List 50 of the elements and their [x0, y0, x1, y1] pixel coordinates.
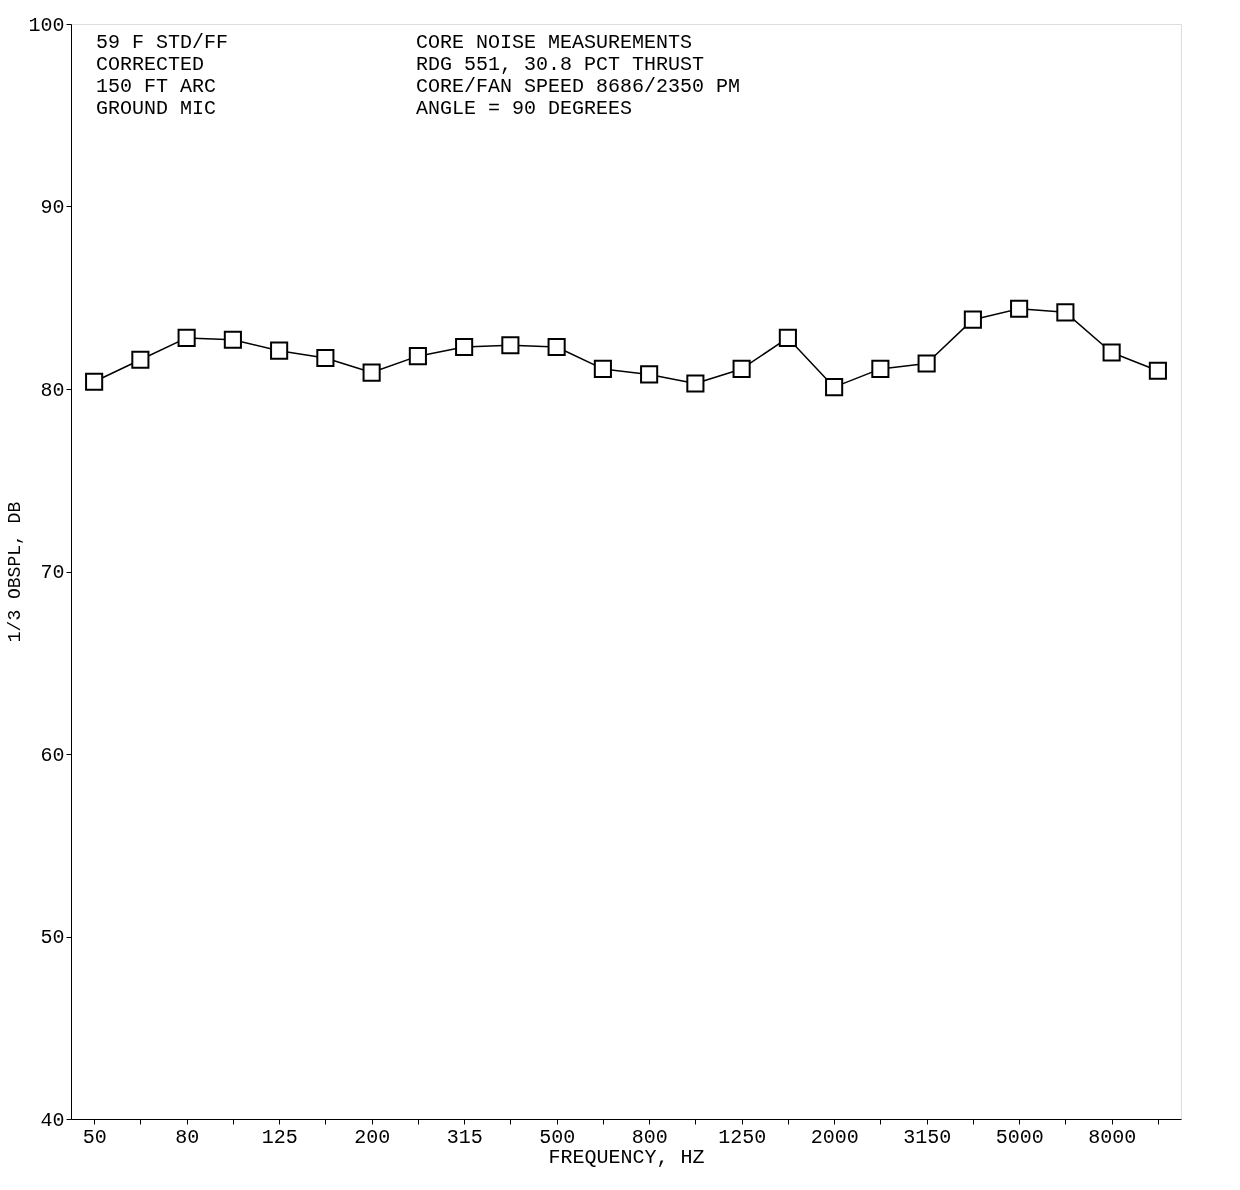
y-axis-title: 1/3 OBSPL, DB — [5, 501, 26, 643]
point — [871, 359, 890, 378]
point — [825, 378, 844, 397]
point — [316, 348, 335, 368]
point — [593, 359, 612, 378]
point — [408, 347, 427, 366]
point — [455, 337, 474, 357]
y-tick-label: 80 — [40, 378, 65, 402]
point — [778, 328, 797, 347]
point — [1102, 343, 1121, 362]
point — [1056, 303, 1075, 322]
x-tick-label: 3150 — [903, 1125, 952, 1149]
text: RDG 551, 30.8 PCT THRUST — [416, 53, 705, 76]
point — [362, 363, 381, 382]
x-tick-label: 80 — [175, 1125, 200, 1149]
y-tick-label: 60 — [40, 743, 65, 767]
x-tick-label: 125 — [261, 1125, 298, 1149]
y-tick-label: 100 — [28, 13, 65, 37]
annotation: 59 F STD/FF — [96, 31, 229, 54]
point — [963, 310, 982, 329]
x-tick-label: 315 — [446, 1125, 483, 1149]
point — [223, 330, 242, 349]
x-tick-label: 1250 — [718, 1125, 767, 1149]
chart-title: CORE NOISE MEASUREMENTS — [416, 31, 693, 54]
annotation: CORRECTED — [96, 53, 205, 76]
y-tick-label: 40 — [40, 1108, 65, 1132]
point — [1148, 361, 1167, 380]
point — [270, 341, 289, 360]
point — [547, 337, 566, 357]
point — [85, 372, 104, 391]
x-tick-label: 50 — [82, 1125, 107, 1149]
point — [131, 350, 150, 369]
annotation: CORE/FAN SPEED 8686/2350 PM — [416, 75, 741, 98]
point — [732, 359, 751, 378]
y-tick-label: 90 — [40, 196, 65, 219]
point — [177, 328, 196, 347]
annotation: 150 FT ARC — [96, 75, 217, 98]
x-tick-label: 8000 — [1088, 1125, 1137, 1149]
point — [686, 374, 705, 393]
y-tick-label: 70 — [40, 561, 65, 584]
point — [501, 336, 520, 355]
point — [640, 365, 659, 384]
point — [1010, 299, 1029, 318]
x-tick-label: 2000 — [810, 1125, 859, 1149]
annotation: GROUND MIC — [96, 97, 217, 120]
annotation: ANGLE = 90 DEGREES — [416, 97, 633, 120]
x-tick-label: 200 — [354, 1125, 391, 1149]
x-tick-label: 5000 — [995, 1125, 1044, 1149]
y-tick-label: 50 — [40, 926, 65, 949]
point — [917, 354, 936, 373]
